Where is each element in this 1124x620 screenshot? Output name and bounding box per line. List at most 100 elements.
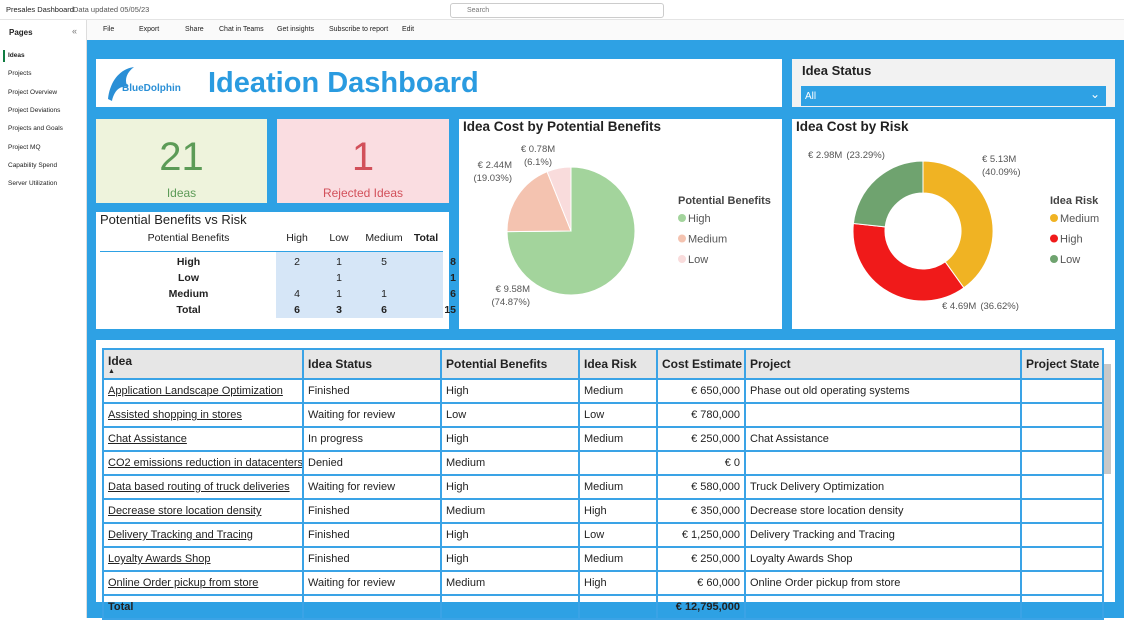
kpi-label: Ideas [166, 186, 197, 200]
table-cell: Delivery Tracking and Tracing [102, 522, 304, 548]
table-cell [1020, 522, 1104, 548]
toolbar-button[interactable]: File [103, 26, 115, 33]
column-header-text: Idea Risk [584, 357, 637, 371]
table-cell: Waiting for review [302, 570, 442, 596]
table-cell: Loyalty Awards Shop [102, 546, 304, 572]
cell-text: Waiting for review [308, 409, 396, 421]
cell-text: Medium [584, 433, 624, 445]
idea-link[interactable]: Chat Assistance [108, 433, 187, 445]
idea-link[interactable]: Data based routing of truck deliveries [108, 481, 290, 493]
data-updated[interactable]: Data updated 05/05/23 [73, 5, 150, 14]
toolbar-button[interactable]: Edit [402, 26, 415, 33]
column-header[interactable]: Idea Status [302, 348, 442, 380]
matrix-cell: 1 [450, 272, 456, 284]
kpi-value: 21 [159, 135, 204, 179]
collapse-icon[interactable]: « [72, 26, 78, 36]
table-cell: Low [578, 522, 658, 548]
cell-text: Finished [308, 505, 350, 517]
cell-text: High [446, 481, 469, 493]
table-cell [578, 594, 658, 620]
total-text: Total [108, 601, 134, 613]
column-header[interactable]: Project State [1020, 348, 1104, 380]
column-header-text: Idea Status [308, 357, 373, 371]
search-box[interactable]: Search [450, 3, 664, 18]
matrix-row-label: Total [176, 304, 201, 316]
idea-link[interactable]: Decrease store location density [108, 505, 262, 517]
column-header[interactable]: Idea ▲ [102, 348, 304, 380]
page-tab[interactable]: Projects and Goals [8, 125, 63, 133]
scrollbar[interactable] [1104, 364, 1111, 474]
idea-link[interactable]: Delivery Tracking and Tracing [108, 529, 253, 541]
chart-title: Idea Cost by Risk [796, 119, 909, 134]
cell-text: Medium [584, 385, 624, 397]
table-cell: Finished [302, 522, 442, 548]
matrix-cell: 6 [381, 304, 387, 316]
idea-link[interactable]: Online Order pickup from store [108, 577, 259, 589]
cell-text: Medium [584, 481, 624, 493]
table-row: Decrease store location density Finished M… [102, 498, 1104, 524]
matrix-rule [100, 251, 443, 252]
cell-text: Chat Assistance [750, 433, 829, 445]
matrix-cell: 1 [336, 288, 342, 300]
page-tab[interactable]: Projects [8, 70, 32, 78]
table-cell: Chat Assistance [744, 426, 1022, 452]
toolbar-button[interactable]: Get insights [277, 26, 314, 33]
table-cell [744, 450, 1022, 476]
sort-arrow: ▲ [108, 367, 115, 375]
toolbar-button[interactable]: Subscribe to report [329, 26, 389, 33]
table-cell [440, 594, 580, 620]
matrix-row-label: High [176, 256, 201, 268]
cell-text: € 650,000 [691, 385, 740, 397]
matrix-cell: 4 [294, 288, 300, 300]
header-card: BlueDolphin Ideation Dashboard [96, 59, 782, 107]
page-tab[interactable]: Capability Spend [8, 161, 58, 169]
column-header[interactable]: Project [744, 348, 1022, 380]
page-tab[interactable]: Project Overview [8, 88, 58, 96]
table-cell: Finished [302, 546, 442, 572]
table-cell: Assisted shopping in stores [102, 402, 304, 428]
page-tab[interactable]: Project MQ [8, 143, 41, 151]
table-cell: Decrease store location density [102, 498, 304, 524]
matrix-row-header: Potential Benefits [147, 232, 230, 244]
total-row: Total € 12,795,000 [102, 594, 1104, 620]
table-cell: High [440, 474, 580, 500]
table-cell: Denied [302, 450, 442, 476]
matrix-cell: 2 [294, 256, 300, 268]
idea-link[interactable]: Loyalty Awards Shop [108, 553, 211, 565]
cell-text: Delivery Tracking and Tracing [750, 529, 895, 541]
cell-text: Phase out old operating systems [750, 385, 910, 397]
matrix-card: Potential Benefits vs Risk High Low Medium… [96, 212, 456, 329]
table-cell [1020, 426, 1104, 452]
table-cell [1020, 474, 1104, 500]
toolbar-button[interactable]: Export [139, 26, 160, 33]
table-cell [578, 450, 658, 476]
filter-dropdown[interactable]: All ⌄ [801, 86, 1106, 106]
matrix-cell: 1 [381, 288, 387, 300]
column-header[interactable]: Idea Risk [578, 348, 658, 380]
toolbar-button[interactable]: Chat in Teams [219, 26, 264, 33]
filter-title: Idea Status [802, 63, 872, 78]
page-tab[interactable]: Server Utilization [8, 180, 58, 188]
matrix-cell: 6 [450, 288, 456, 300]
table-row: Assisted shopping in stores Waiting for r… [102, 402, 1104, 428]
idea-link[interactable]: Assisted shopping in stores [108, 409, 242, 421]
idea-link[interactable]: Application Landscape Optimization [108, 385, 283, 397]
matrix-cell: 8 [450, 256, 456, 268]
table-cell [1020, 570, 1104, 596]
cell-text: Online Order pickup from store [750, 577, 901, 589]
table-cell: Medium [440, 570, 580, 596]
column-header[interactable]: Cost Estimate [656, 348, 746, 380]
matrix-row-label: Medium [168, 288, 209, 300]
column-header[interactable]: Potential Benefits [440, 348, 580, 380]
toolbar-button[interactable]: Share [185, 26, 204, 33]
cell-text: High [446, 433, 469, 445]
table-cell: € 350,000 [656, 498, 746, 524]
idea-link[interactable]: CO2 emissions reduction in datacenters [108, 457, 303, 469]
page-tab[interactable]: Project Deviations [8, 106, 61, 114]
column-header-text: Cost Estimate [662, 357, 743, 371]
page-tab[interactable]: Ideas [8, 52, 25, 59]
table-cell [1020, 594, 1104, 620]
table-row: CO2 emissions reduction in datacenters De… [102, 450, 1104, 476]
matrix-cell: 1 [336, 272, 342, 284]
